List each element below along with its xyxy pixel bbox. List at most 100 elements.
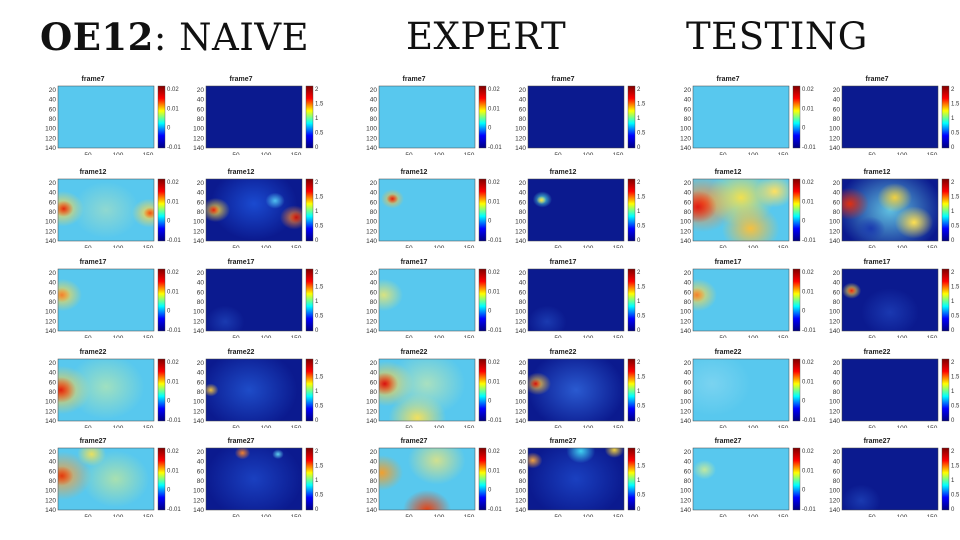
x-tick-label: 50	[554, 425, 562, 428]
heatmap-plot: 20 40 60 80 100 120 140 50 100 150 2 1.5 1 0.5 0	[515, 268, 646, 338]
y-tick-label: 60	[197, 468, 205, 475]
x-tick-label: 150	[613, 152, 624, 155]
y-tick-label: 80	[49, 478, 57, 485]
colorbar-label: -0.01	[802, 507, 816, 513]
colorbar-label: 1	[637, 389, 641, 395]
heatmap-plot: 20 40 60 80 100 120 140 50 100 150 0.02 0.01 0 -0.01	[680, 178, 816, 248]
frame-title: frame7	[865, 76, 889, 83]
colorbar-label: 0	[315, 145, 319, 151]
y-tick-label: 120	[829, 408, 840, 415]
y-tick-label: 120	[366, 408, 377, 415]
y-tick-label: 120	[515, 228, 526, 235]
y-tick-label: 60	[519, 379, 527, 386]
x-tick-label: 50	[84, 425, 92, 428]
y-tick-label: 20	[519, 87, 527, 94]
x-tick-label: 50	[84, 245, 92, 248]
frame-title: frame22	[549, 349, 577, 356]
colorbar-label: 0	[802, 219, 806, 225]
frame-title: frame7	[229, 76, 253, 83]
colorbar-label: 0.02	[802, 180, 814, 186]
y-tick-label: 140	[829, 145, 840, 152]
heatmap-plot: 20 40 60 80 100 120 140 50 100 150 0.02 0.01 0 -0.01	[45, 85, 181, 155]
x-tick-label: 150	[291, 245, 302, 248]
y-tick-label: 20	[833, 449, 841, 456]
x-tick-label: 50	[84, 514, 92, 517]
naive-heading: OE12: NAIVE	[40, 14, 309, 61]
x-tick-label: 100	[434, 514, 445, 517]
colorbar	[941, 358, 950, 422]
y-tick-label: 40	[519, 190, 527, 197]
y-tick-label: 120	[366, 318, 377, 325]
y-tick-label: 120	[366, 228, 377, 235]
frame-title: frame17	[714, 259, 742, 266]
colorbar-label: 1.5	[315, 375, 324, 381]
panel-expert-left-2: frame17 20 40 60 80 100 120 140 50 100 150 0.02 0.01…	[353, 258, 503, 338]
colorbar	[478, 85, 487, 149]
colorbar-label: -0.01	[802, 328, 816, 334]
y-tick-label: 20	[519, 180, 527, 187]
frame-title: frame17	[549, 259, 577, 266]
x-tick-label: 150	[778, 425, 789, 428]
heat-blob	[721, 204, 780, 241]
y-tick-label: 40	[49, 97, 57, 104]
y-tick-label: 20	[684, 449, 692, 456]
y-tick-label: 80	[519, 299, 527, 306]
colorbar-label: 0	[315, 328, 319, 334]
heatmap-background	[379, 179, 475, 241]
x-tick-label: 150	[143, 514, 154, 517]
y-tick-label: 40	[519, 97, 527, 104]
colorbar-label: 2	[315, 180, 319, 186]
y-tick-label: 20	[370, 87, 378, 94]
heatmap-plot: 20 40 60 80 100 120 140 50 100 150 0.02 0.01 0 -0.01	[45, 358, 181, 428]
y-tick-label: 120	[193, 497, 204, 504]
colorbar	[792, 358, 801, 422]
x-tick-label: 150	[291, 152, 302, 155]
y-tick-label: 60	[370, 379, 378, 386]
y-tick-label: 80	[519, 116, 527, 123]
x-tick-label: 150	[143, 425, 154, 428]
y-tick-label: 40	[197, 280, 205, 287]
panel-testing-right-0: frame7 20 40 60 80 100 120 140 50 100 150 2 1.5 1 0.5 0	[816, 75, 960, 155]
colorbar	[157, 268, 166, 332]
y-tick-label: 60	[197, 379, 205, 386]
y-tick-label: 120	[680, 318, 691, 325]
colorbar-label: 1.5	[315, 195, 324, 201]
frame-title: frame27	[400, 438, 428, 445]
colorbar-label: -0.01	[802, 418, 816, 424]
y-tick-label: 140	[829, 238, 840, 245]
y-tick-label: 60	[197, 289, 205, 296]
colorbar-label: 0	[637, 238, 641, 244]
colorbar-label: 2	[951, 449, 955, 455]
frame-title: frame27	[714, 438, 742, 445]
y-tick-label: 140	[193, 507, 204, 514]
y-tick-label: 140	[680, 328, 691, 335]
x-tick-label: 150	[778, 152, 789, 155]
colorbar-label: 0	[167, 126, 171, 132]
y-tick-label: 80	[833, 299, 841, 306]
colorbar-label: 2	[315, 449, 319, 455]
y-tick-label: 40	[833, 459, 841, 466]
colorbar-label: 1.5	[951, 285, 960, 291]
colorbar-label: 1.5	[951, 464, 960, 470]
colorbar-label: 1.5	[637, 464, 646, 470]
y-tick-label: 120	[829, 135, 840, 142]
x-tick-label: 150	[613, 245, 624, 248]
frame-title: frame17	[227, 259, 255, 266]
y-tick-label: 40	[49, 459, 57, 466]
colorbar-label: 2	[951, 180, 955, 186]
colorbar-label: 0.02	[167, 270, 179, 276]
y-tick-label: 120	[515, 408, 526, 415]
frame-title: frame17	[400, 259, 428, 266]
y-tick-label: 60	[833, 106, 841, 113]
x-tick-label: 50	[719, 245, 727, 248]
x-tick-label: 100	[261, 425, 272, 428]
y-tick-label: 20	[197, 449, 205, 456]
colorbar-label: 1	[951, 209, 955, 215]
heatmap-plot: 20 40 60 80 100 120 140 50 100 150 0.02 0.01 0 -0.01	[680, 268, 816, 338]
colorbar-label: -0.01	[802, 145, 816, 151]
colorbar	[157, 358, 166, 422]
y-tick-label: 140	[829, 418, 840, 425]
y-tick-label: 20	[197, 360, 205, 367]
panel-naive-right-4: frame27 20 40 60 80 100 120 140 50 100 150 2 1.5 1 0.5…	[180, 437, 330, 517]
y-tick-label: 120	[193, 228, 204, 235]
